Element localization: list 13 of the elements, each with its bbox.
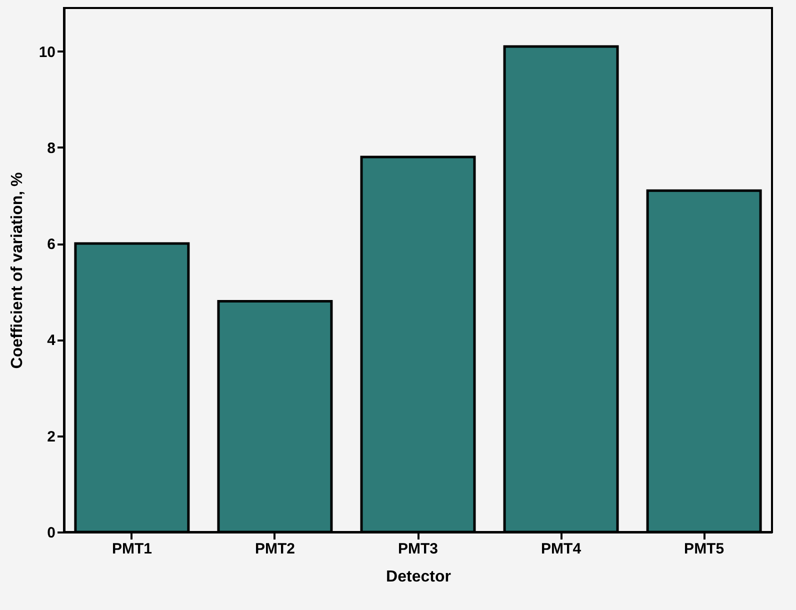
y-tick-label: 10 <box>38 44 56 61</box>
x-axis-title: Detector <box>386 568 451 586</box>
y-tick-label: 6 <box>47 236 56 254</box>
x-tick-label: PMT2 <box>254 540 295 558</box>
x-tick-label: PMT5 <box>684 540 724 558</box>
y-tick-label: 4 <box>47 332 56 350</box>
y-tick-label: 0 <box>47 524 56 542</box>
y-axis-title: Coefficient of variation, % <box>8 172 26 369</box>
x-tick-label: PMT3 <box>398 540 438 558</box>
y-tick-label: 8 <box>47 140 56 157</box>
y-tick-label: 2 <box>47 428 56 446</box>
x-tick-label: PMT4 <box>541 540 582 558</box>
x-tick-label: PMT1 <box>112 540 152 558</box>
